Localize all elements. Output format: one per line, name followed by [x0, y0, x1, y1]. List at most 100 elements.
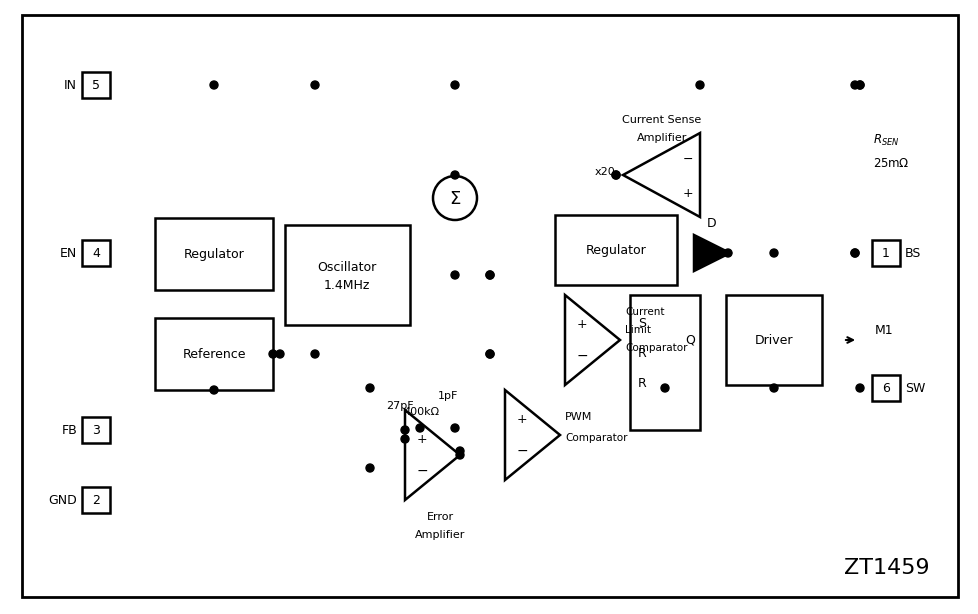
Bar [630, 295, 699, 430]
Text: 1.4MHz: 1.4MHz [324, 279, 370, 292]
Text: +: + [516, 413, 527, 426]
Bar [871, 240, 899, 266]
Circle shape [451, 424, 459, 432]
Circle shape [770, 384, 778, 392]
Circle shape [451, 171, 459, 179]
Circle shape [456, 447, 464, 455]
Circle shape [366, 384, 374, 392]
Text: +: + [682, 187, 692, 200]
Text: Current Sense: Current Sense [622, 115, 701, 125]
Text: −: − [515, 444, 527, 458]
Circle shape [850, 81, 858, 89]
Text: 400kΩ: 400kΩ [404, 407, 440, 417]
Text: Oscillator: Oscillator [317, 260, 377, 273]
Circle shape [724, 249, 732, 257]
Text: 2: 2 [92, 494, 100, 507]
Text: PWM: PWM [564, 412, 592, 422]
Polygon shape [405, 410, 460, 500]
Bar [871, 375, 899, 401]
Text: 4: 4 [92, 246, 100, 260]
Text: R: R [638, 376, 646, 389]
Circle shape [210, 81, 218, 89]
Circle shape [770, 249, 778, 257]
Circle shape [210, 386, 218, 394]
Text: Driver: Driver [754, 333, 792, 346]
Polygon shape [622, 133, 699, 217]
Text: SW: SW [904, 381, 924, 395]
Circle shape [611, 171, 619, 179]
Text: Q: Q [685, 333, 694, 346]
Bar [82, 417, 110, 443]
Bar [155, 318, 273, 390]
Circle shape [660, 384, 668, 392]
Text: 1: 1 [881, 246, 889, 260]
Circle shape [451, 81, 459, 89]
Circle shape [451, 271, 459, 279]
Circle shape [366, 464, 374, 472]
Circle shape [611, 171, 619, 179]
Circle shape [432, 176, 476, 220]
Bar [155, 218, 273, 290]
Text: −: − [576, 349, 587, 363]
Text: Reference: Reference [182, 348, 245, 360]
Text: Error: Error [426, 512, 453, 522]
Text: 27pF: 27pF [385, 401, 413, 411]
Circle shape [401, 426, 409, 434]
Circle shape [855, 384, 864, 392]
Circle shape [695, 249, 703, 257]
Text: GND: GND [48, 494, 77, 507]
Text: Comparator: Comparator [624, 343, 687, 353]
Bar [726, 295, 822, 385]
Bar [82, 240, 110, 266]
Circle shape [311, 81, 319, 89]
Text: 5: 5 [92, 79, 100, 91]
Text: M1: M1 [874, 324, 893, 336]
Circle shape [850, 249, 858, 257]
Circle shape [269, 350, 277, 358]
Circle shape [855, 81, 864, 89]
Circle shape [485, 350, 494, 358]
Text: 3: 3 [92, 424, 100, 437]
Text: BS: BS [904, 246, 920, 260]
Text: +: + [576, 317, 587, 330]
Text: R: R [638, 346, 646, 360]
Text: Comparator: Comparator [564, 433, 627, 443]
Circle shape [695, 81, 703, 89]
Polygon shape [693, 235, 730, 271]
Text: $\Sigma$: $\Sigma$ [449, 190, 461, 208]
Text: Limit: Limit [624, 325, 650, 335]
Text: +: + [417, 432, 426, 446]
Text: −: − [416, 464, 427, 478]
Circle shape [485, 350, 494, 358]
Circle shape [456, 451, 464, 459]
Text: Current: Current [624, 307, 664, 317]
Text: Amplifier: Amplifier [415, 530, 465, 540]
Circle shape [416, 424, 423, 432]
Circle shape [401, 435, 409, 443]
Text: Regulator: Regulator [184, 247, 244, 260]
Text: $R_{SEN}$: $R_{SEN}$ [872, 133, 899, 147]
Polygon shape [564, 295, 619, 385]
Text: EN: EN [60, 246, 77, 260]
Bar [285, 225, 410, 325]
Text: FB: FB [62, 424, 77, 437]
Text: −: − [682, 152, 692, 166]
Text: ZT1459: ZT1459 [843, 558, 929, 578]
Circle shape [850, 249, 858, 257]
Text: D: D [706, 217, 716, 230]
Circle shape [485, 271, 494, 279]
Text: IN: IN [64, 79, 77, 91]
Text: x20: x20 [594, 167, 614, 177]
Text: 25m$\Omega$: 25m$\Omega$ [872, 157, 909, 169]
Bar [82, 487, 110, 513]
Text: Amplifier: Amplifier [636, 133, 687, 143]
Bar [555, 215, 677, 285]
Text: 6: 6 [881, 381, 889, 395]
Circle shape [485, 271, 494, 279]
Circle shape [855, 81, 864, 89]
Text: Regulator: Regulator [585, 244, 645, 257]
Circle shape [311, 350, 319, 358]
Bar [82, 72, 110, 98]
Text: 1pF: 1pF [437, 391, 458, 401]
Circle shape [276, 350, 284, 358]
